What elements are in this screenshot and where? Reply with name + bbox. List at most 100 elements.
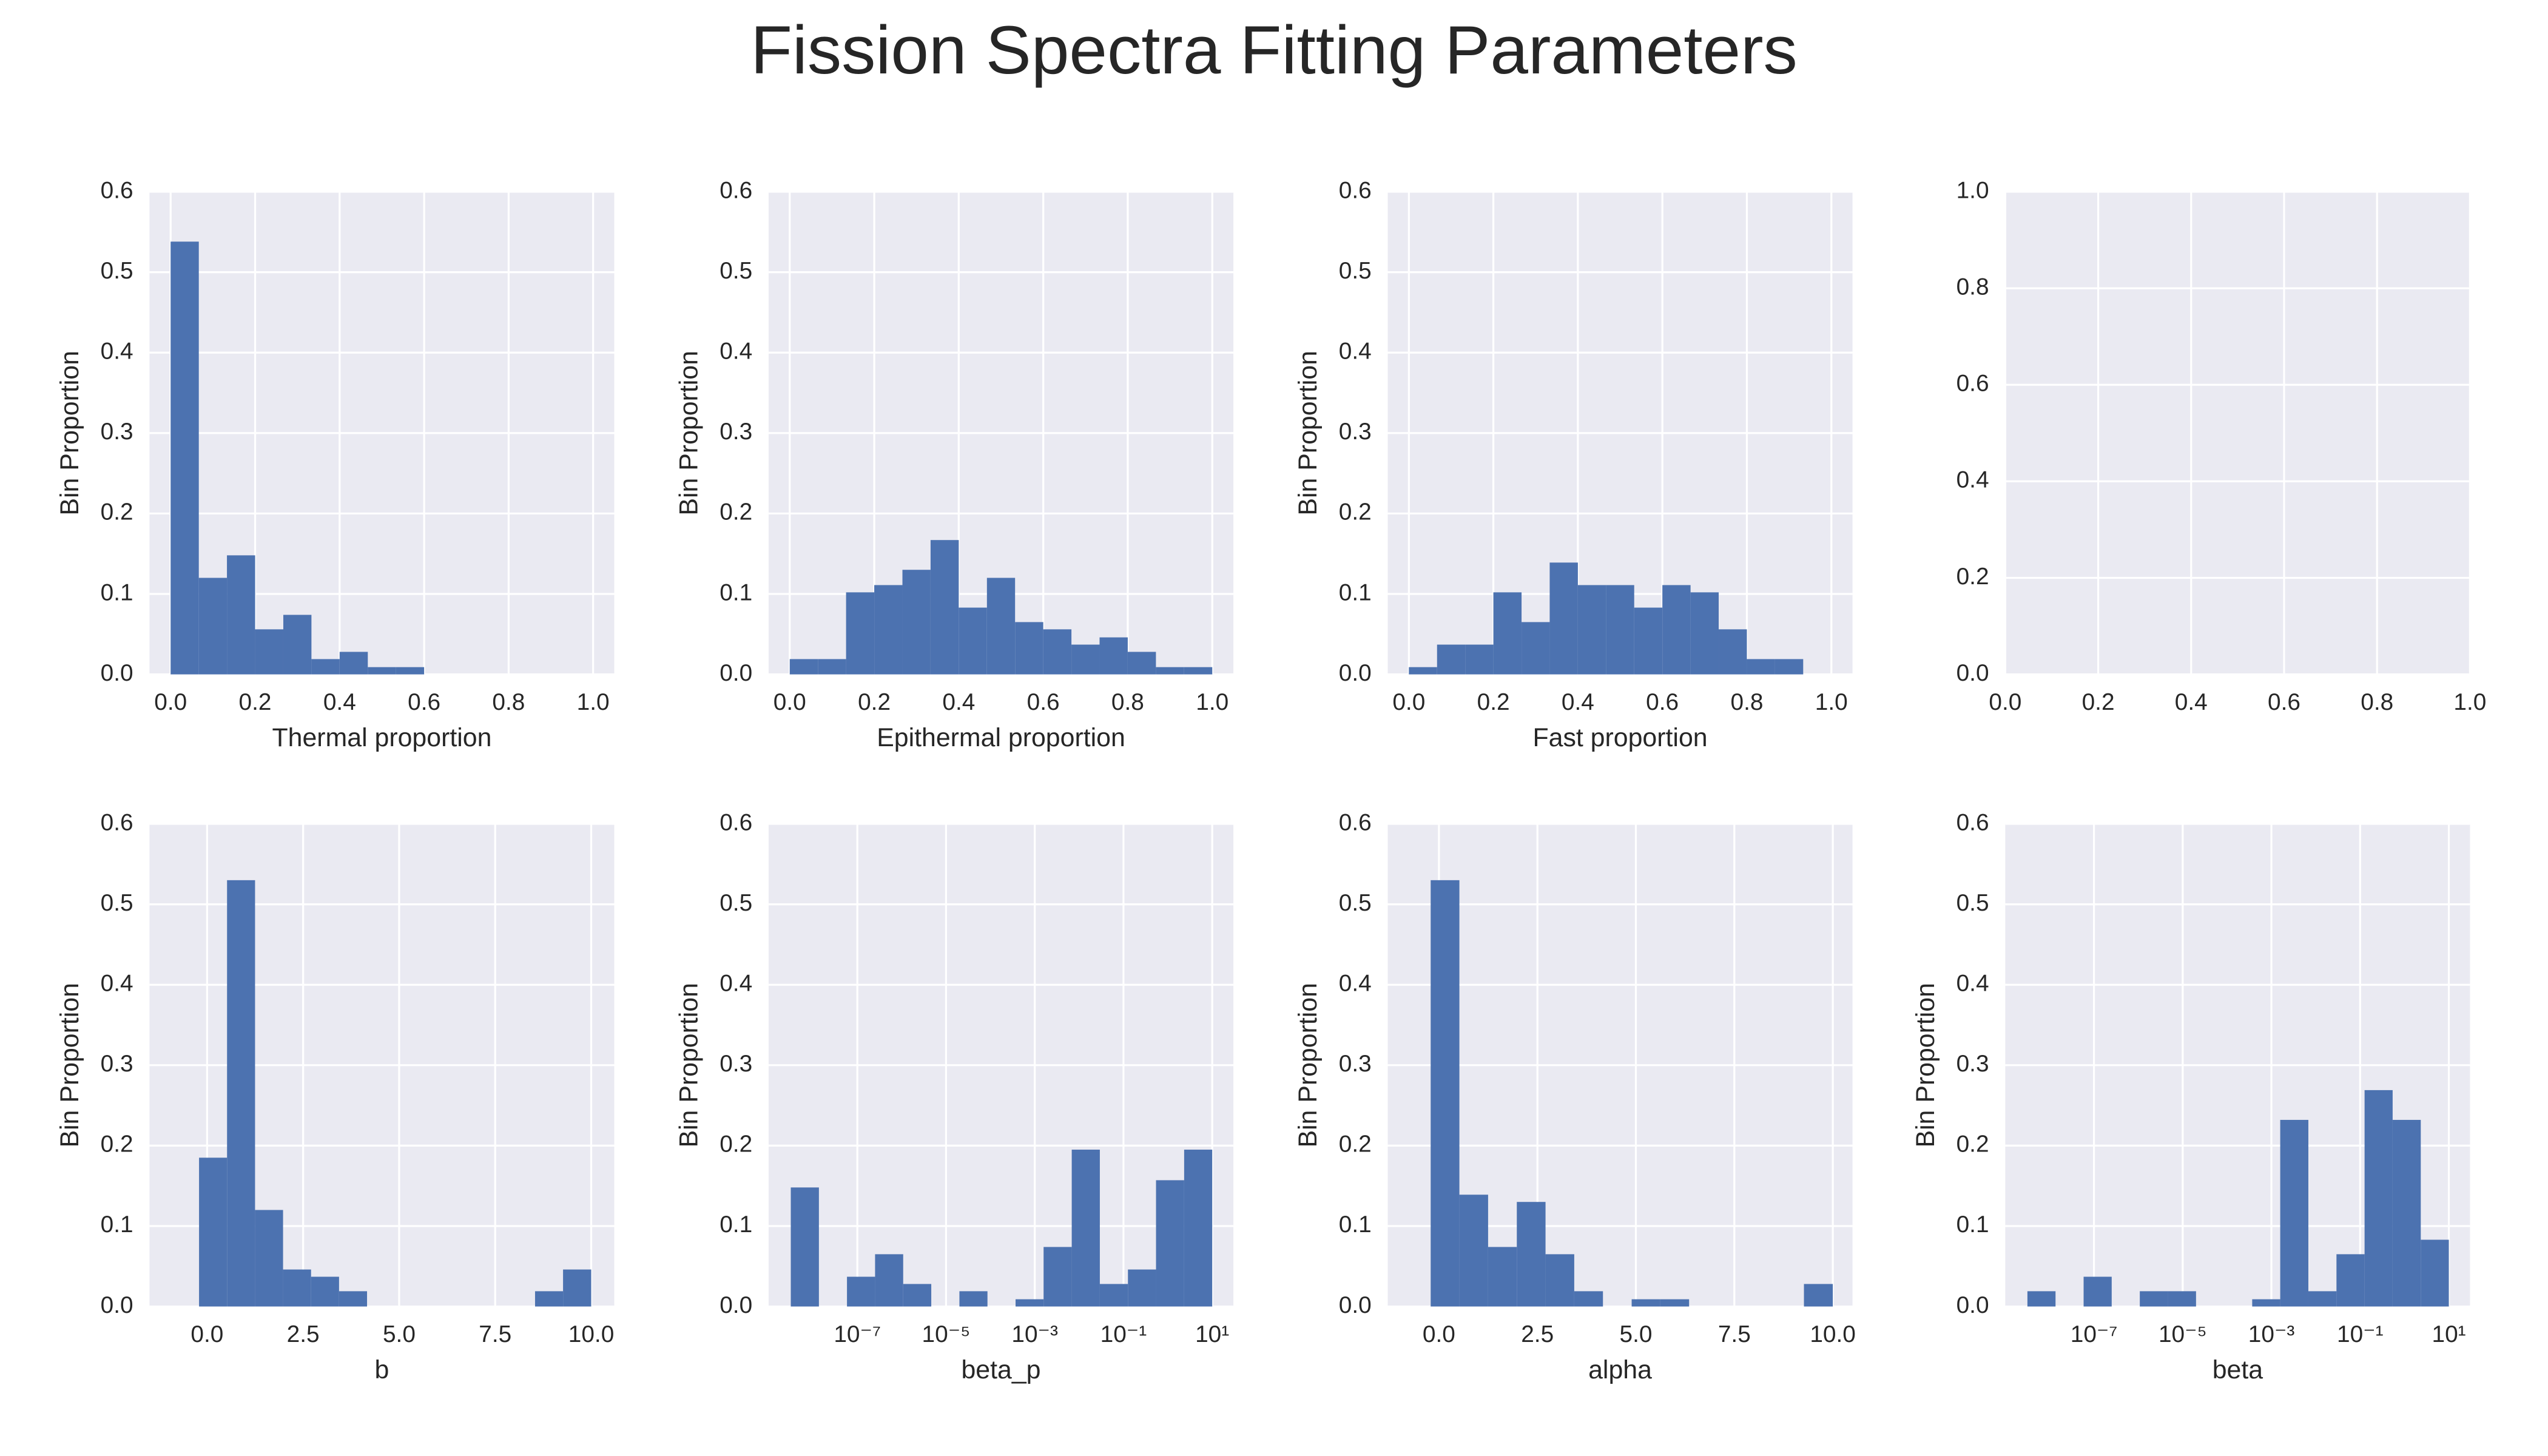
histogram-bar bbox=[170, 241, 199, 675]
y-tick-label: 0.5 bbox=[720, 890, 752, 916]
x-axis-label: Thermal proportion bbox=[272, 723, 491, 752]
y-tick-label: 0.4 bbox=[720, 970, 752, 996]
x-tick-label: 10¹ bbox=[2432, 1321, 2465, 1347]
histogram-bar bbox=[311, 659, 340, 675]
x-tick-label: 0.6 bbox=[1646, 689, 1679, 715]
histogram-bar bbox=[1184, 667, 1213, 675]
y-tick-label: 0.3 bbox=[101, 1051, 133, 1077]
x-tick-label: 10⁻³ bbox=[2248, 1321, 2295, 1347]
histogram-bar bbox=[227, 880, 255, 1307]
y-tick-label: 0.6 bbox=[1956, 809, 1989, 835]
x-tick-label: 10⁻⁷ bbox=[834, 1321, 881, 1347]
histogram-bar bbox=[2083, 1276, 2112, 1307]
y-tick-label: 0.2 bbox=[1956, 564, 1989, 590]
y-tick-label: 0.6 bbox=[101, 177, 133, 203]
x-tick-label: 0.0 bbox=[154, 689, 187, 715]
histogram-bar bbox=[283, 1269, 311, 1307]
histogram-bar bbox=[255, 1210, 283, 1307]
histogram-bar bbox=[1431, 880, 1460, 1307]
x-tick-label: 2.5 bbox=[287, 1321, 320, 1347]
histogram-bar bbox=[790, 1187, 819, 1307]
histogram-bar bbox=[846, 592, 875, 675]
y-tick-label: 0.5 bbox=[101, 258, 133, 284]
histogram-bar bbox=[902, 570, 931, 675]
histogram-bar bbox=[1747, 659, 1775, 675]
x-tick-label: 5.0 bbox=[383, 1321, 416, 1347]
y-tick-label: 0.1 bbox=[1339, 579, 1372, 605]
histogram-bar bbox=[875, 1254, 903, 1307]
x-tick-label: 0.4 bbox=[942, 689, 975, 715]
x-tick-label: 0.8 bbox=[2361, 689, 2393, 715]
histogram-bar bbox=[1128, 1269, 1156, 1307]
x-axis-label: Fast proportion bbox=[1532, 723, 1707, 752]
histogram-bar bbox=[1459, 1195, 1488, 1307]
y-tick-label: 0.1 bbox=[720, 1212, 752, 1238]
histogram-bar bbox=[563, 1269, 592, 1307]
x-axis-label: Epithermal proportion bbox=[877, 723, 1125, 752]
histogram-bar bbox=[2168, 1291, 2196, 1307]
x-tick-label: 10⁻⁵ bbox=[2159, 1321, 2207, 1347]
x-tick-label: 10¹ bbox=[1195, 1321, 1229, 1347]
x-tick-label: 10⁻⁵ bbox=[922, 1321, 971, 1347]
histogram-bar bbox=[339, 1291, 368, 1307]
histogram-bar bbox=[1015, 622, 1043, 675]
y-tick-label: 0.0 bbox=[101, 660, 133, 686]
histogram-bar bbox=[1488, 1247, 1517, 1307]
x-tick-label: 10.0 bbox=[568, 1321, 615, 1347]
histogram-bar bbox=[1071, 1150, 1100, 1307]
y-axis-label: Bin Proportion bbox=[1293, 351, 1323, 516]
histogram-bar bbox=[1184, 1150, 1213, 1307]
x-tick-label: 5.0 bbox=[1620, 1321, 1653, 1347]
histogram-bar bbox=[396, 667, 425, 675]
histogram-bar bbox=[818, 659, 846, 675]
y-tick-label: 0.1 bbox=[101, 579, 133, 605]
x-tick-label: 7.5 bbox=[1718, 1321, 1751, 1347]
y-tick-label: 0.4 bbox=[720, 339, 752, 365]
y-tick-label: 0.5 bbox=[1956, 890, 1989, 916]
histogram-bar bbox=[1071, 644, 1100, 675]
histogram-bar bbox=[1690, 592, 1719, 675]
x-tick-label: 7.5 bbox=[479, 1321, 511, 1347]
x-tick-label: 0.0 bbox=[1392, 689, 1425, 715]
histogram-bar bbox=[1127, 652, 1156, 675]
histogram-bar bbox=[198, 578, 228, 675]
histogram-bar bbox=[1522, 622, 1550, 675]
x-tick-label: 0.6 bbox=[408, 689, 440, 715]
histogram-bar bbox=[1043, 1247, 1072, 1307]
x-tick-label: 10.0 bbox=[1810, 1321, 1856, 1347]
y-tick-label: 0.0 bbox=[1339, 1292, 1372, 1318]
histogram-bar bbox=[2421, 1239, 2449, 1307]
y-tick-label: 0.4 bbox=[101, 970, 133, 996]
y-tick-label: 0.6 bbox=[720, 177, 752, 203]
histogram-bar bbox=[1774, 659, 1804, 675]
y-tick-label: 0.2 bbox=[1339, 1131, 1372, 1158]
x-tick-label: 0.0 bbox=[1989, 689, 2021, 715]
histogram-bar bbox=[227, 555, 255, 675]
histogram-bar bbox=[1409, 667, 1437, 675]
histogram-bar bbox=[1574, 1291, 1603, 1307]
histogram-bar bbox=[1660, 1299, 1690, 1307]
histogram-bar bbox=[874, 585, 903, 675]
y-tick-label: 0.2 bbox=[101, 1131, 133, 1158]
histogram-bar bbox=[1545, 1254, 1574, 1307]
x-tick-label: 0.4 bbox=[2175, 689, 2208, 715]
x-tick-label: 1.0 bbox=[2453, 689, 2486, 715]
y-axis-label: Bin Proportion bbox=[55, 351, 84, 516]
histogram-bar bbox=[930, 540, 959, 675]
figure-title: Fission Spectra Fitting Parameters bbox=[750, 12, 1798, 88]
y-tick-label: 0.2 bbox=[720, 1131, 752, 1158]
y-tick-label: 0.6 bbox=[1956, 371, 1989, 397]
x-tick-label: 1.0 bbox=[1815, 689, 1848, 715]
x-tick-label: 10⁻¹ bbox=[1100, 1321, 1147, 1347]
y-tick-label: 0.5 bbox=[720, 258, 752, 284]
y-tick-label: 0.1 bbox=[1339, 1212, 1372, 1238]
x-tick-label: 10⁻¹ bbox=[2337, 1321, 2384, 1347]
y-tick-label: 0.2 bbox=[720, 499, 752, 525]
x-tick-label: 0.8 bbox=[1111, 689, 1144, 715]
y-tick-label: 0.4 bbox=[1339, 970, 1372, 996]
x-tick-label: 10⁻³ bbox=[1011, 1321, 1058, 1347]
histogram-bar bbox=[1517, 1202, 1546, 1307]
y-tick-label: 0.0 bbox=[720, 660, 752, 686]
histogram-bar bbox=[2392, 1119, 2421, 1307]
